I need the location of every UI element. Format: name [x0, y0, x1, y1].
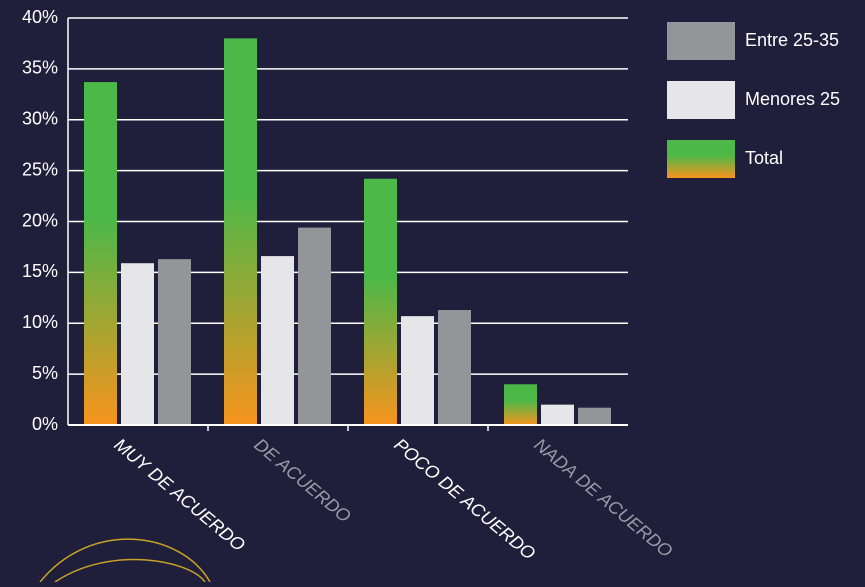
bar [504, 384, 537, 425]
legend-swatch [667, 22, 735, 60]
bar [438, 310, 471, 425]
y-tick-label: 40% [22, 7, 58, 27]
bar [578, 407, 611, 425]
x-tick-label: DE ACUERDO [250, 434, 354, 526]
y-tick-label: 25% [22, 159, 58, 179]
bar [261, 256, 294, 425]
legend-label: Total [745, 148, 783, 168]
y-tick-label: 35% [22, 58, 58, 78]
legend-swatch [667, 140, 735, 178]
decoration [39, 538, 211, 583]
bar [84, 82, 117, 425]
y-tick-label: 30% [22, 109, 58, 129]
bar [224, 38, 257, 425]
bar [121, 263, 154, 425]
y-tick-label: 15% [22, 261, 58, 281]
y-tick-label: 5% [32, 363, 58, 383]
x-tick-label: NADA DE ACUERDO [530, 434, 676, 561]
bar [364, 178, 397, 425]
y-tick-label: 10% [22, 312, 58, 332]
bar [158, 259, 191, 425]
bar [541, 404, 574, 425]
legend-swatch [667, 81, 735, 119]
y-tick-label: 0% [32, 414, 58, 434]
x-tick-label: POCO DE ACUERDO [390, 434, 539, 563]
bar [401, 316, 434, 425]
bar [298, 227, 331, 425]
x-tick-label: MUY DE ACUERDO [110, 434, 249, 555]
legend-label: Menores 25 [745, 89, 840, 109]
legend-label: Entre 25-35 [745, 30, 839, 50]
y-tick-label: 20% [22, 210, 58, 230]
